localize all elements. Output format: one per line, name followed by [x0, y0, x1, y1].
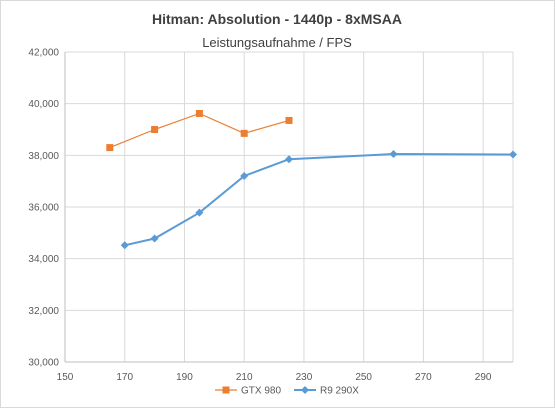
x-tick-label: 210 — [236, 372, 253, 383]
x-tick-label: 250 — [355, 372, 372, 383]
series-group — [106, 109, 517, 250]
y-tick-label: 34,000 — [28, 254, 59, 265]
legend-item-gtx-980: GTX 980 — [215, 386, 281, 397]
y-tick-label: 32,000 — [28, 306, 59, 317]
data-point-r9-290x — [195, 208, 204, 217]
x-tick-label: 270 — [415, 372, 432, 383]
legend-marker-r9-290x — [301, 386, 309, 394]
x-tick-label: 290 — [475, 372, 492, 383]
chart-title: Hitman: Absolution - 1440p - 8xMSAA — [152, 11, 402, 27]
gridlines — [64, 51, 514, 363]
x-tick-label: 230 — [296, 372, 313, 383]
y-tick-label: 38,000 — [28, 151, 59, 162]
data-point-r9-290x — [240, 172, 249, 180]
x-tick-label: 150 — [57, 372, 74, 383]
legend-marker-gtx-980 — [222, 386, 230, 394]
data-point-r9-290x — [509, 150, 517, 159]
series-r9-290x — [120, 150, 517, 250]
y-tick-label: 30,000 — [28, 358, 59, 369]
chart-subtitle: Leistungsaufnahme / FPS — [202, 35, 352, 50]
y-tick-label: 36,000 — [28, 203, 59, 214]
data-point-r9-290x — [150, 234, 159, 243]
data-point-gtx-980 — [240, 129, 248, 137]
data-point-r9-290x — [389, 150, 398, 159]
series-gtx-980 — [106, 109, 293, 152]
legend-label-r9-290x: R9 290X — [320, 386, 359, 397]
series-line-gtx-980 — [109, 112, 290, 149]
x-tick-label: 190 — [176, 372, 193, 383]
legend-item-r9-290x: R9 290X — [294, 386, 359, 397]
y-tick-label: 42,000 — [28, 48, 59, 59]
data-point-r9-290x — [285, 155, 293, 164]
legend: GTX 980 R9 290X — [215, 386, 359, 397]
data-point-gtx-980 — [195, 109, 203, 117]
legend-label-gtx-980: GTX 980 — [241, 386, 281, 397]
axes: 30,000 32,000 34,000 36,000 38,000 40,000 42,0… — [28, 48, 513, 383]
data-point-gtx-980 — [285, 116, 293, 124]
data-point-r9-290x — [120, 241, 129, 250]
y-tick-label: 40,000 — [28, 99, 59, 110]
series-line-r9-290x — [124, 153, 514, 247]
data-point-gtx-980 — [106, 144, 114, 152]
x-tick-label: 170 — [116, 372, 133, 383]
data-point-gtx-980 — [151, 126, 159, 133]
